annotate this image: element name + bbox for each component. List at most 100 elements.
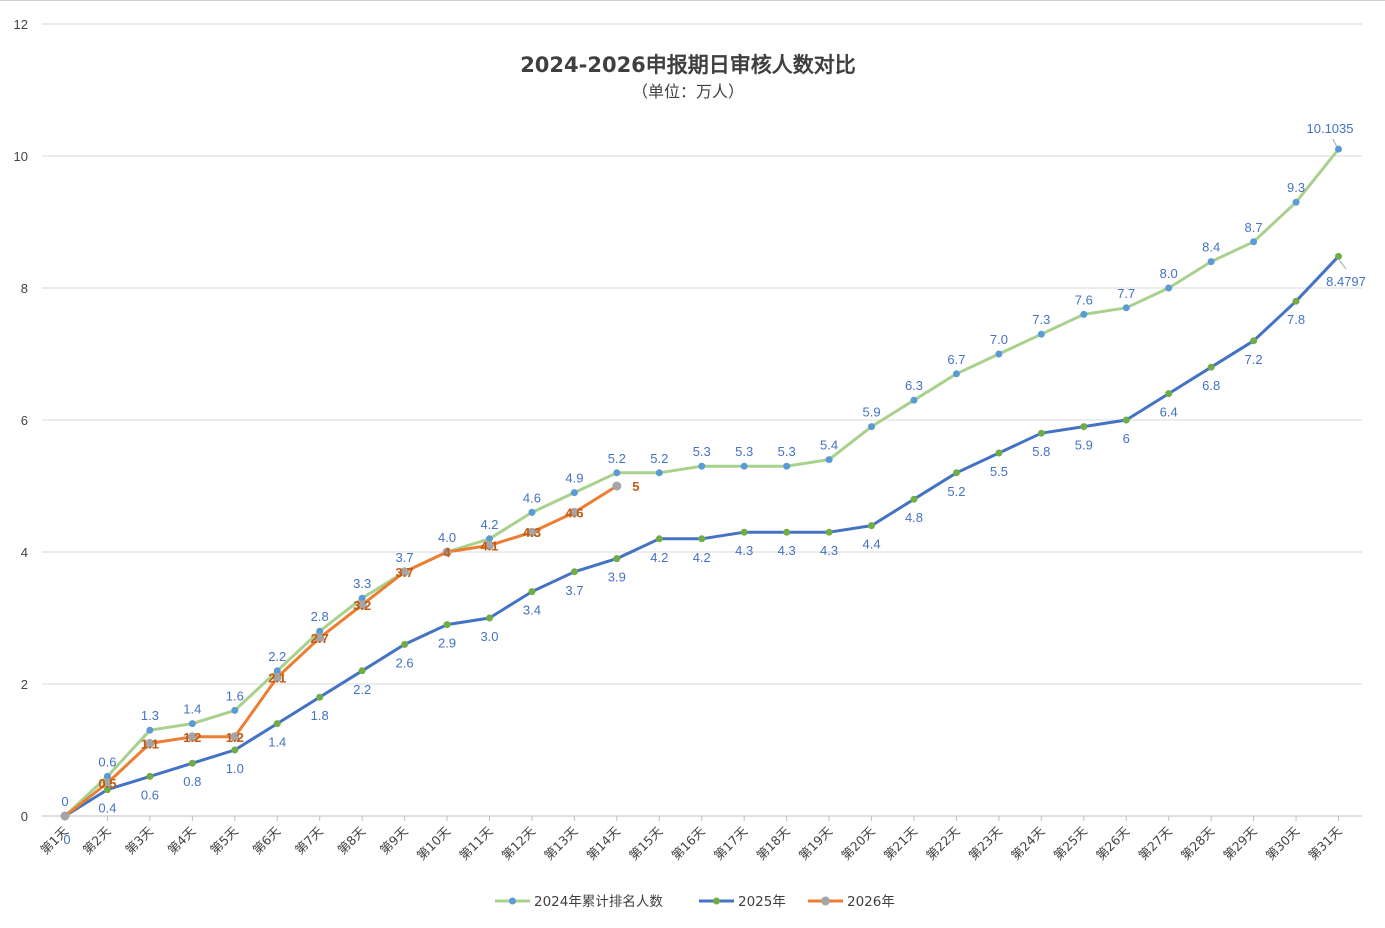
series-2025-data-label: 1.4: [268, 735, 286, 750]
series-2025-data-label: 4.3: [820, 543, 838, 558]
series-2026-data-label: 4.6: [565, 505, 583, 520]
series-2025-point: [868, 522, 876, 530]
legend-item-2024[interactable]: 2024年累计排名人数: [495, 894, 663, 910]
series-2025-point: [401, 640, 409, 648]
series-2024-data-label: 8.7: [1245, 220, 1263, 235]
x-tick-label: 第4天: [165, 823, 199, 857]
series-2024-point: [231, 706, 239, 714]
series-2025-data-label: 1.0: [226, 761, 244, 776]
series-2024-data-label: 5.9: [863, 405, 881, 420]
series-2026-labels: 0.5 1.1 1.2 1.2 2.1 2.7 3.2 3.7 4 4.1 4.3 4.6 5: [98, 479, 639, 791]
x-tick-label: 第22天: [923, 823, 963, 863]
series-2026-point: [230, 732, 240, 742]
series-2025-point: [1292, 297, 1300, 305]
legend-label-2025: 2025年: [738, 894, 786, 910]
legend-item-2025[interactable]: 2025年: [699, 894, 786, 910]
series-2026-line: [63, 484, 619, 818]
series-2026-data-label: 4.1: [480, 538, 498, 553]
series-2025-data-label: 7.2: [1245, 352, 1263, 367]
series-2026-data-label: 1.2: [183, 730, 201, 745]
series-2026-data-label: 1.2: [226, 730, 244, 745]
series-2025-labels: 0 0.4 0.6 0.8 1.0 1.4 1.8 2.2 2.6 2.9 3.0 3.4 3.7 3.9…: [63, 274, 1366, 847]
x-tick-label: 第9天: [377, 823, 411, 857]
series-2025-data-label: 4.4: [863, 537, 881, 552]
series-2025-data-label: 6: [1123, 431, 1130, 446]
x-tick-label: 第12天: [499, 823, 539, 863]
series-2024-data-label: 4.6: [523, 490, 541, 505]
legend-label-2026: 2026年: [847, 894, 895, 910]
series-2025-point: [486, 614, 493, 622]
series-2026-point: [272, 672, 282, 682]
x-tick-label: 第17天: [711, 823, 751, 863]
x-tick-label: 第29天: [1220, 823, 1260, 863]
legend[interactable]: 2024年累计排名人数 2025年 2026年: [495, 894, 895, 910]
series-2024-data-label: 5.3: [735, 444, 753, 459]
x-tick-label: 第25天: [1050, 823, 1090, 863]
series-2024-point: [1207, 258, 1215, 266]
chart-title: 2024-2026申报期日审核人数对比: [520, 53, 856, 77]
series-2026-point: [145, 738, 155, 748]
legend-item-2026[interactable]: 2026年: [808, 894, 895, 910]
series-2024-data-label: 5.2: [608, 451, 626, 466]
series-2024-point: [528, 508, 536, 516]
series-2024-data-label: 6.7: [947, 352, 965, 367]
x-tick-label: 第10天: [414, 823, 454, 863]
series-2026-point: [485, 540, 494, 550]
series-2026-data-label: 3.2: [353, 598, 371, 613]
x-tick-label: 第26天: [1093, 823, 1133, 863]
series-2025-data-label: 4.3: [735, 543, 753, 558]
x-tick-label: 第15天: [626, 823, 666, 863]
series-2024-data-label: 0.6: [98, 754, 116, 769]
series-2026-data-label: 4.3: [523, 525, 541, 540]
series-2024-point: [358, 594, 366, 602]
series-2024-labels: 0 0.6 1.3 1.4 1.6 2.2 2.8 3.3 3.7 4.0 4.2 4.6 4.9 5.2…: [61, 121, 1353, 809]
series-2026-data-label: 1.1: [141, 736, 159, 751]
series-2024-point: [613, 469, 621, 477]
series-2025-point: [698, 535, 706, 543]
series-2026-point: [102, 778, 112, 788]
series-2025-data-label: 2.9: [438, 636, 456, 651]
series-2026-point: [400, 567, 410, 577]
legend-label-2024: 2024年累计排名人数: [534, 894, 663, 910]
series-2024-data-label: 1.4: [183, 702, 201, 717]
x-tick-label: 第21天: [881, 823, 921, 863]
series-2025-point: [316, 693, 324, 701]
series-2026-point: [357, 600, 367, 610]
x-tick-label: 第6天: [249, 823, 283, 857]
series-2024-point: [1165, 284, 1173, 292]
series-2024-data-label: 5.3: [778, 444, 796, 459]
series-2024-data-label: 4.0: [438, 530, 456, 545]
legend-marker-2025: [713, 897, 720, 905]
series-2025-point: [783, 528, 791, 536]
series-2025-data-label: 4.2: [693, 550, 711, 565]
series-2024-data-label: 2.8: [311, 609, 329, 624]
x-tick-label: 第5天: [207, 823, 241, 857]
series-2025-data-label: 5.9: [1075, 438, 1093, 453]
series-2025-point: [1207, 363, 1215, 371]
x-tick-label: 第13天: [541, 823, 581, 863]
x-tick-label: 第23天: [965, 823, 1005, 863]
series-2024-point: [825, 456, 833, 464]
series-2025-data-label: 0.4: [98, 801, 116, 816]
series-2024-data-label: 1.6: [226, 688, 244, 703]
series-2024-data-label: 10.1035: [1307, 121, 1354, 136]
x-tick-label: 第3天: [122, 823, 156, 857]
series-lines: [60, 145, 1342, 821]
x-tick-label: 第20天: [838, 823, 878, 863]
series-2025-data-label: 0.6: [141, 787, 159, 802]
legend-marker-2024: [509, 897, 516, 905]
series-2026-data-label: 5: [632, 479, 639, 494]
series-2024-point: [740, 462, 748, 470]
x-tick-label: 第2天: [80, 823, 114, 857]
series-2025-data-label: 6.4: [1160, 405, 1178, 420]
y-axis-ticks: 0 2 4 6 8 10 12: [14, 17, 28, 824]
series-2024: [61, 145, 1342, 820]
series-2025-point: [443, 621, 451, 629]
y-tick-label: 8: [21, 281, 28, 296]
x-tick-label: 第19天: [796, 823, 836, 863]
y-tick-label: 6: [21, 413, 28, 428]
series-2025-point: [655, 535, 663, 543]
series-2024-point: [655, 469, 663, 477]
